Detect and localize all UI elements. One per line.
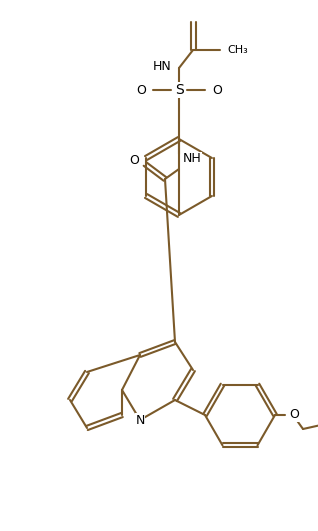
Text: S: S xyxy=(175,83,183,97)
Text: HN: HN xyxy=(153,61,172,73)
Text: CH₃: CH₃ xyxy=(227,45,248,55)
Text: O: O xyxy=(289,408,299,422)
Text: O: O xyxy=(136,83,146,97)
Text: N: N xyxy=(135,414,145,426)
Text: NH: NH xyxy=(183,152,202,166)
Text: O: O xyxy=(212,83,222,97)
Text: O: O xyxy=(129,155,139,167)
